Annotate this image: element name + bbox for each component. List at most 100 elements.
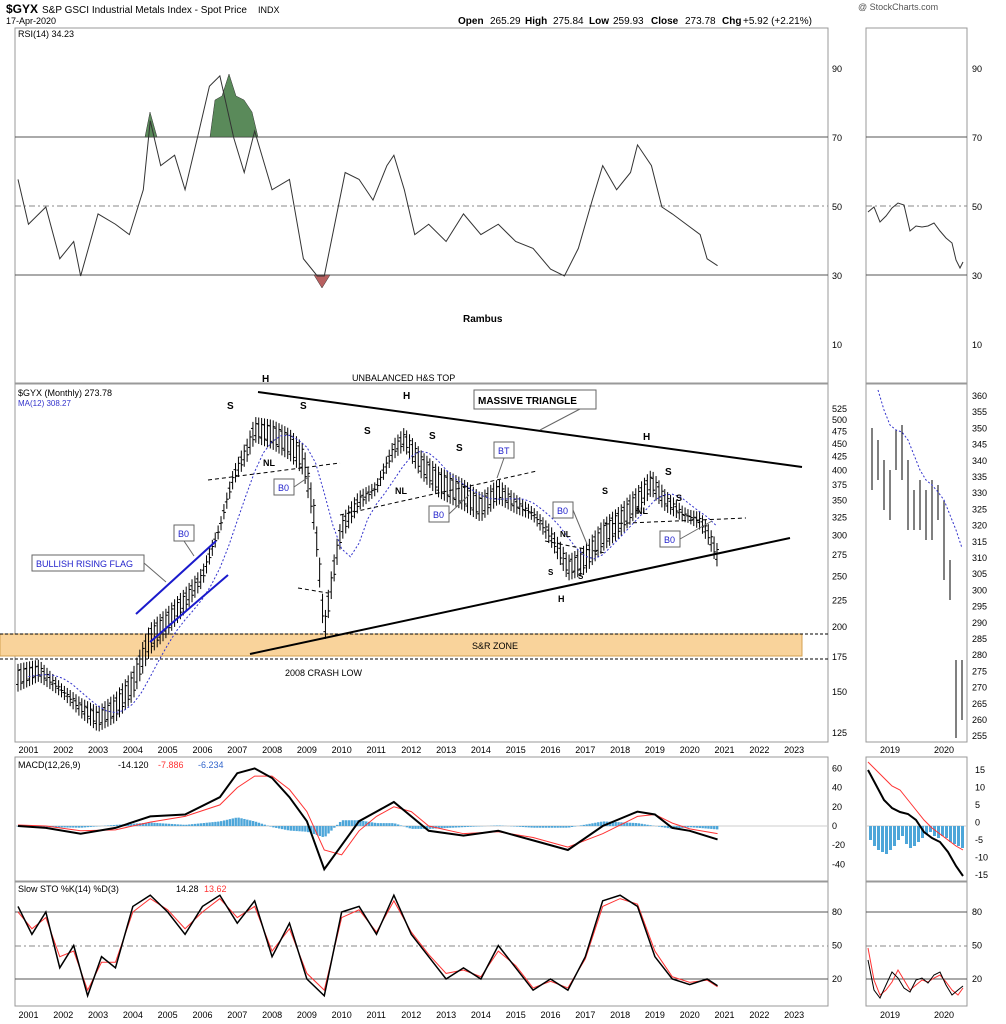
neckline-label-4: NL [636, 506, 648, 516]
shoulder-label-2017: S [602, 486, 608, 496]
xtick-bottom-2014: 2014 [471, 1010, 491, 1020]
sto-k-line [17, 893, 718, 999]
macd-hist-bar [460, 826, 464, 828]
macd-hist-bar [457, 826, 461, 828]
price-tick-525: 525 [832, 404, 847, 414]
macd-hist-bar [660, 826, 664, 828]
macd-hist-bar [611, 821, 614, 826]
price-tick-200: 200 [832, 622, 847, 632]
macd-hist-bar [362, 820, 365, 826]
head-label-2016: H [558, 594, 565, 604]
right-price-tick-335: 335 [972, 472, 987, 482]
xtick-bottom-2001: 2001 [18, 1010, 38, 1020]
macd-tick-0: 0 [832, 821, 837, 831]
macd-hist-bar [338, 821, 342, 826]
shoulder-label-2013: S [456, 443, 463, 454]
right-price-tick-340: 340 [972, 456, 987, 466]
rsi-oversold-fill [313, 274, 331, 289]
xtick-price-2015: 2015 [506, 745, 526, 755]
macd-hist-bar [350, 820, 353, 826]
macd-hist-bar [57, 826, 61, 828]
xtick-price-2002: 2002 [53, 745, 73, 755]
macd-legend-value: -14.120 [118, 760, 149, 770]
price-tick-275: 275 [832, 550, 847, 560]
macd-hist-bar [533, 826, 536, 828]
macd-hist-bar [249, 820, 252, 826]
price-tick-300: 300 [832, 530, 847, 540]
macd-hist-bar [391, 823, 394, 826]
macd-hist-bar [707, 826, 710, 829]
macd-hist-bar [536, 826, 539, 828]
sto-tick-20: 20 [832, 974, 842, 984]
macd-hist-bar [527, 826, 530, 828]
sto-d-line [17, 897, 718, 992]
macd-hist-bar [286, 826, 290, 831]
macd-hist-bar [176, 824, 179, 826]
right-macd-panel-frame [865, 756, 968, 882]
right-macd-tick--10: -10 [975, 853, 988, 863]
rsi-tick-90: 90 [832, 64, 842, 74]
macd-hist-bar [713, 826, 716, 830]
macd-hist-bar [170, 823, 174, 826]
watermark: @ StockCharts.com [858, 2, 938, 12]
macd-hist-bar [614, 822, 617, 826]
sto-legend-k: 14.28 [176, 884, 199, 894]
xtick-bottom-2003: 2003 [88, 1010, 108, 1020]
macd-hist-bar [83, 826, 87, 828]
head-label-2007: H [262, 374, 269, 385]
shoulder-label-2012: S [429, 431, 436, 442]
right-sto-panel-frame [865, 881, 968, 1007]
macd-hist-bar [336, 824, 339, 826]
macd-hist-bar [217, 821, 220, 826]
open-label: Open [458, 16, 484, 27]
macd-hist-bar [283, 826, 287, 830]
macd-hist-bar [692, 826, 696, 828]
support-line-2009 [297, 587, 329, 594]
macd-hist-bar [666, 826, 670, 829]
macd-hist-bar [553, 826, 556, 828]
right-price-tick-260: 260 [972, 715, 987, 725]
macd-hist-bar [388, 823, 391, 826]
close-label: Close [651, 16, 679, 27]
macd-tick--20: -20 [832, 840, 845, 850]
bo-label-2012: B0 [433, 510, 444, 520]
triangle-upper-line [257, 391, 803, 468]
macd-hist-bar [405, 826, 409, 828]
macd-hist-bar [634, 823, 638, 826]
macd-hist-bar [379, 823, 382, 826]
macd-hist-bar [524, 826, 527, 828]
xtick-price-2012: 2012 [401, 745, 421, 755]
rsi-tick-10: 10 [832, 340, 842, 350]
macd-hist-bar [298, 826, 301, 832]
xtick-price-2003: 2003 [88, 745, 108, 755]
xtick-price-2016: 2016 [540, 745, 560, 755]
macd-hist-bar [86, 826, 90, 828]
rsi-series-line [17, 74, 718, 277]
macd-hist-bar [568, 826, 571, 828]
macd-hist-bar [541, 826, 545, 828]
macd-hist-bar [582, 824, 585, 826]
rsi-tick-30: 30 [832, 271, 842, 281]
macd-hist-bar [133, 823, 136, 826]
macd-hist-bar [588, 823, 591, 826]
exchange-label: INDX [258, 5, 280, 15]
head-label-2011: H [403, 391, 410, 402]
macd-tick--40: -40 [832, 859, 845, 869]
xtick-price-2023: 2023 [784, 745, 804, 755]
bt-label: BT [498, 446, 510, 456]
xtick-bottom-2018: 2018 [610, 1010, 630, 1020]
macd-hist-bar [463, 826, 467, 828]
open-value: 265.29 [490, 16, 521, 27]
macd-hist-bar [385, 823, 388, 826]
right-rsi-tick-70: 70 [972, 133, 982, 143]
macd-hist-bar [646, 824, 649, 826]
macd-hist-bar [626, 822, 629, 826]
bullish-flag-label: BULLISH RISING FLAG [36, 559, 133, 569]
right-price-tick-255: 255 [972, 731, 987, 741]
xtick-price-2004: 2004 [123, 745, 143, 755]
macd-tick-40: 40 [832, 783, 842, 793]
macd-hist-bar [234, 817, 237, 826]
flag-upper-line [135, 540, 217, 615]
right-price-tick-355: 355 [972, 407, 987, 417]
